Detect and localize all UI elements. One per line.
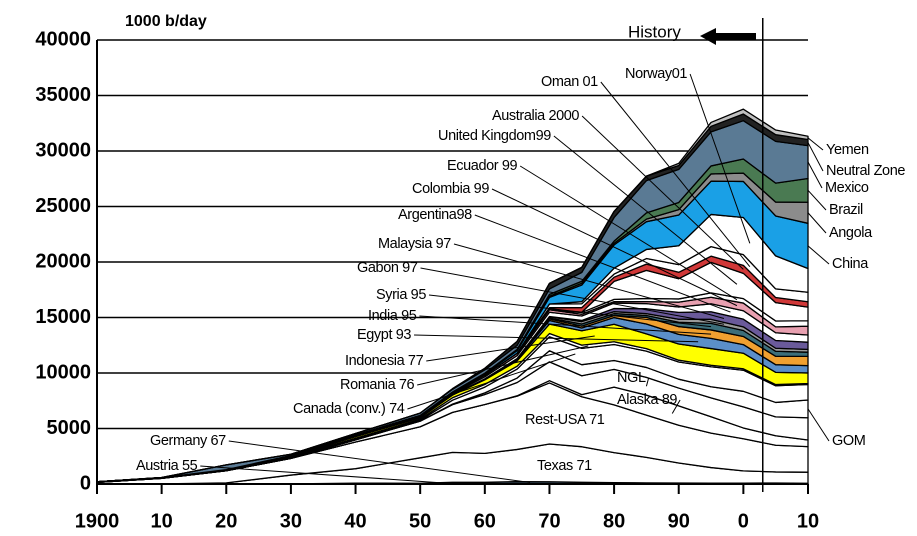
series-label: Austria 55 (136, 458, 198, 474)
leader-line (407, 353, 576, 410)
series-label: Gabon 97 (357, 260, 418, 276)
series-label: Rest-USA 71 (525, 412, 605, 428)
series-label: Australia 2000 (492, 108, 579, 124)
series-label: Yemen (826, 142, 869, 158)
leader-line (519, 165, 738, 301)
leader-line (671, 399, 681, 414)
leader-line (600, 81, 751, 267)
leader-line (807, 212, 827, 234)
x-tick-label: 60 (474, 510, 496, 532)
series-label: Neutral Zone (826, 163, 905, 179)
y-tick-label: 0 (80, 472, 91, 494)
x-tick-label: 30 (280, 510, 302, 532)
y-tick-label: 20000 (35, 250, 91, 272)
series-label: Angola (829, 225, 873, 241)
series-label: United Kingdom99 (438, 128, 551, 144)
leader-line (807, 161, 823, 189)
area (96, 108, 809, 483)
leader-line (414, 334, 699, 343)
annotation: History (628, 22, 681, 41)
leader-line (491, 188, 738, 307)
series-label: Syria 95 (376, 287, 426, 303)
series-label: Ecuador 99 (447, 158, 517, 174)
x-tick-label: 10 (151, 510, 173, 532)
leader-line (807, 245, 830, 265)
leader-line (807, 137, 824, 151)
leader-line (420, 267, 725, 325)
leader-line (581, 115, 744, 270)
series-label: Romania 76 (340, 377, 415, 393)
series-label: Oman 01 (541, 74, 598, 90)
x-tick-label: 70 (538, 510, 560, 532)
x-tick-label: 1900 (75, 510, 120, 532)
leader-line (426, 335, 595, 362)
leader-line (553, 135, 738, 285)
series-label: Germany 67 (150, 433, 226, 449)
x-tick-label: 0 (738, 510, 749, 532)
series-label: Mexico (825, 180, 869, 196)
leader-line (417, 345, 589, 386)
series-label: Argentina98 (398, 207, 472, 223)
series-label: Texas 71 (537, 458, 592, 474)
arrow (700, 28, 756, 45)
series-label: India 95 (368, 308, 417, 324)
series-label: Indonesia 77 (345, 353, 424, 369)
y-tick-label: 5000 (47, 417, 92, 439)
series-label: Alaska 89 (617, 392, 677, 408)
leader-line (419, 315, 712, 335)
y-axis-label: 1000 b/day (125, 13, 207, 30)
y-tick-label: 35000 (35, 84, 91, 106)
x-tick-label: 20 (215, 510, 237, 532)
series-label: Canada (conv.) 74 (293, 401, 405, 417)
x-tick-label: 90 (668, 510, 690, 532)
series-label: NGL (617, 370, 646, 386)
leader-line (428, 294, 712, 328)
x-tick-label: 10 (797, 510, 819, 532)
leader-line (200, 465, 453, 485)
series-label: China (832, 256, 869, 272)
series-label: GOM (832, 433, 865, 449)
series-label: Malaysia 97 (378, 236, 451, 252)
leader-line (453, 243, 725, 320)
leader-line (645, 377, 650, 387)
x-tick-label: 80 (603, 510, 625, 532)
y-tick-label: 40000 (35, 28, 91, 50)
leader-line (689, 73, 751, 244)
y-tick-label: 25000 (35, 195, 91, 217)
y-tick-label: 30000 (35, 139, 91, 161)
series-label: Colombia 99 (412, 181, 489, 197)
y-tick-label: 10000 (35, 361, 91, 383)
x-tick-label: 50 (409, 510, 431, 532)
series-label: Norway01 (625, 66, 687, 82)
leader-line (807, 408, 830, 442)
series-label: Brazil (829, 202, 863, 218)
y-tick-label: 15000 (35, 306, 91, 328)
x-tick-label: 40 (344, 510, 366, 532)
leader-line (228, 440, 531, 484)
leader-line (807, 190, 827, 211)
leader-line (474, 214, 731, 313)
series-label: Egypt 93 (357, 327, 411, 343)
leader-line (807, 142, 824, 172)
